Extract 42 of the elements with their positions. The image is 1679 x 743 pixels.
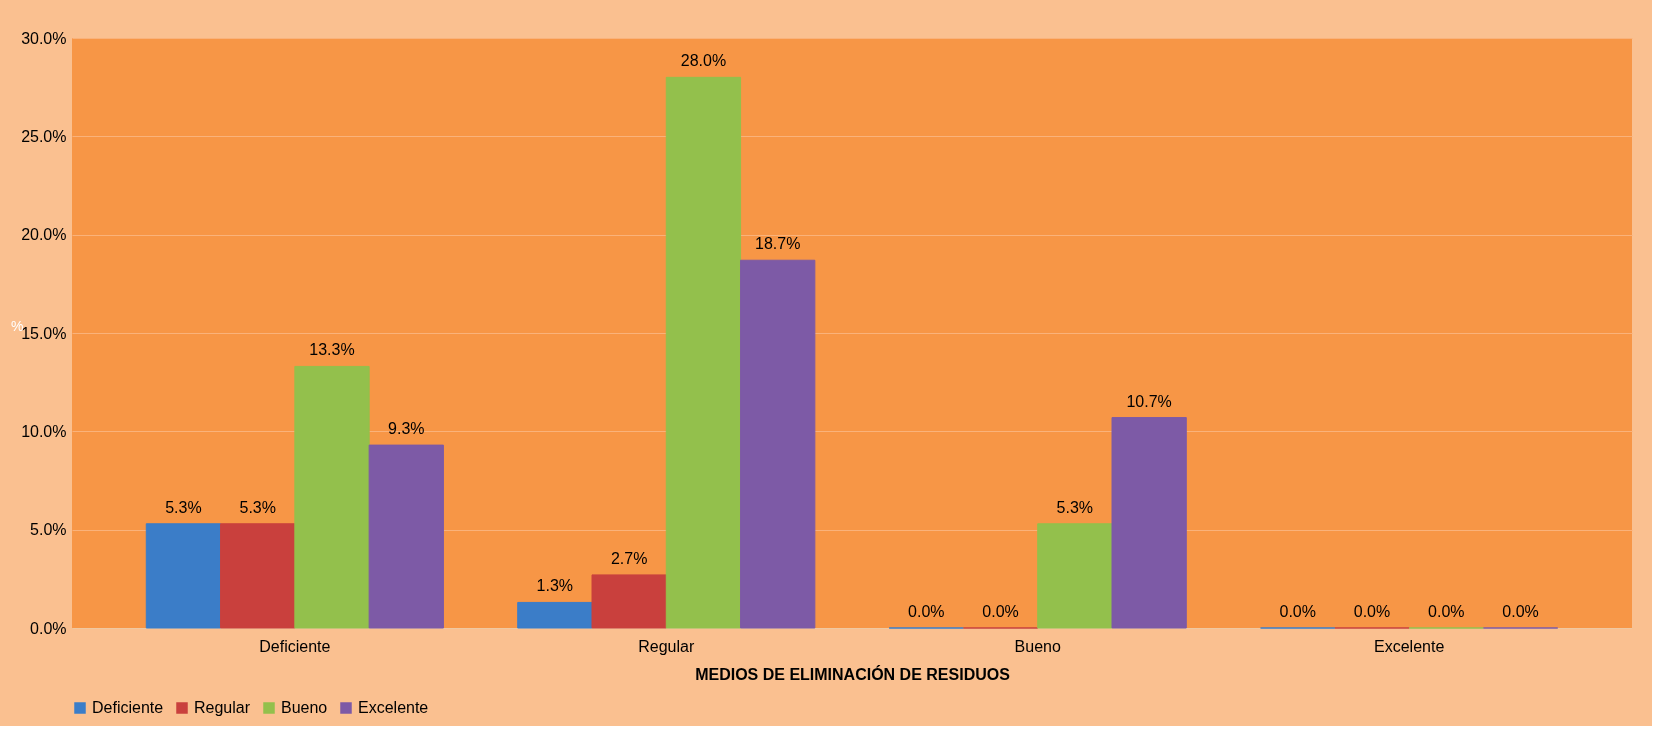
- x-axis-title: MEDIOS DE ELIMINACIÓN DE RESIDUOS: [695, 664, 1011, 683]
- data-label: 10.7%: [1126, 392, 1172, 410]
- y-axis-title: %: [10, 317, 24, 334]
- y-tick-label: 25.0%: [21, 127, 67, 145]
- data-label: 0.0%: [1279, 603, 1316, 620]
- data-label: 2.7%: [610, 549, 648, 567]
- bar: [294, 365, 370, 629]
- x-tick-label: Regular: [638, 637, 695, 655]
- bar: [145, 523, 222, 629]
- data-label: 28.0%: [680, 52, 727, 70]
- bar: [1111, 417, 1187, 629]
- data-label: 0.0%: [982, 603, 1019, 620]
- data-label: 18.7%: [755, 235, 801, 253]
- data-label: 0.0%: [1428, 603, 1465, 620]
- x-tick-label: Excelente: [1374, 637, 1445, 655]
- x-tick-label: Bueno: [1014, 637, 1061, 655]
- legend-label: Regular: [194, 699, 251, 716]
- bar: [220, 523, 296, 629]
- data-label: 5.3%: [1056, 498, 1094, 516]
- legend-label: Bueno: [281, 699, 328, 716]
- x-tick-label: Deficiente: [259, 637, 331, 655]
- data-label: 0.0%: [908, 603, 945, 620]
- bar: [368, 444, 444, 629]
- legend-label: Deficiente: [92, 699, 164, 716]
- legend-label: Excelente: [358, 699, 429, 716]
- data-label: 1.3%: [536, 577, 574, 595]
- y-tick-label: 10.0%: [21, 422, 67, 440]
- data-label: 5.3%: [239, 498, 276, 516]
- bar: [517, 601, 593, 629]
- bar: [665, 76, 742, 629]
- data-label: 13.3%: [309, 341, 355, 359]
- bar: [591, 574, 667, 629]
- y-tick-label: 5.0%: [30, 521, 67, 539]
- bar: [1037, 523, 1113, 629]
- y-tick-label: 20.0%: [21, 226, 67, 244]
- data-label: 0.0%: [1353, 603, 1391, 620]
- data-label: 9.3%: [388, 420, 425, 438]
- data-label: 5.3%: [165, 498, 202, 516]
- y-tick-label: 0.0%: [30, 619, 67, 637]
- data-label: 0.0%: [1502, 603, 1539, 620]
- bar: [740, 259, 816, 629]
- y-tick-label: 30.0%: [21, 29, 67, 47]
